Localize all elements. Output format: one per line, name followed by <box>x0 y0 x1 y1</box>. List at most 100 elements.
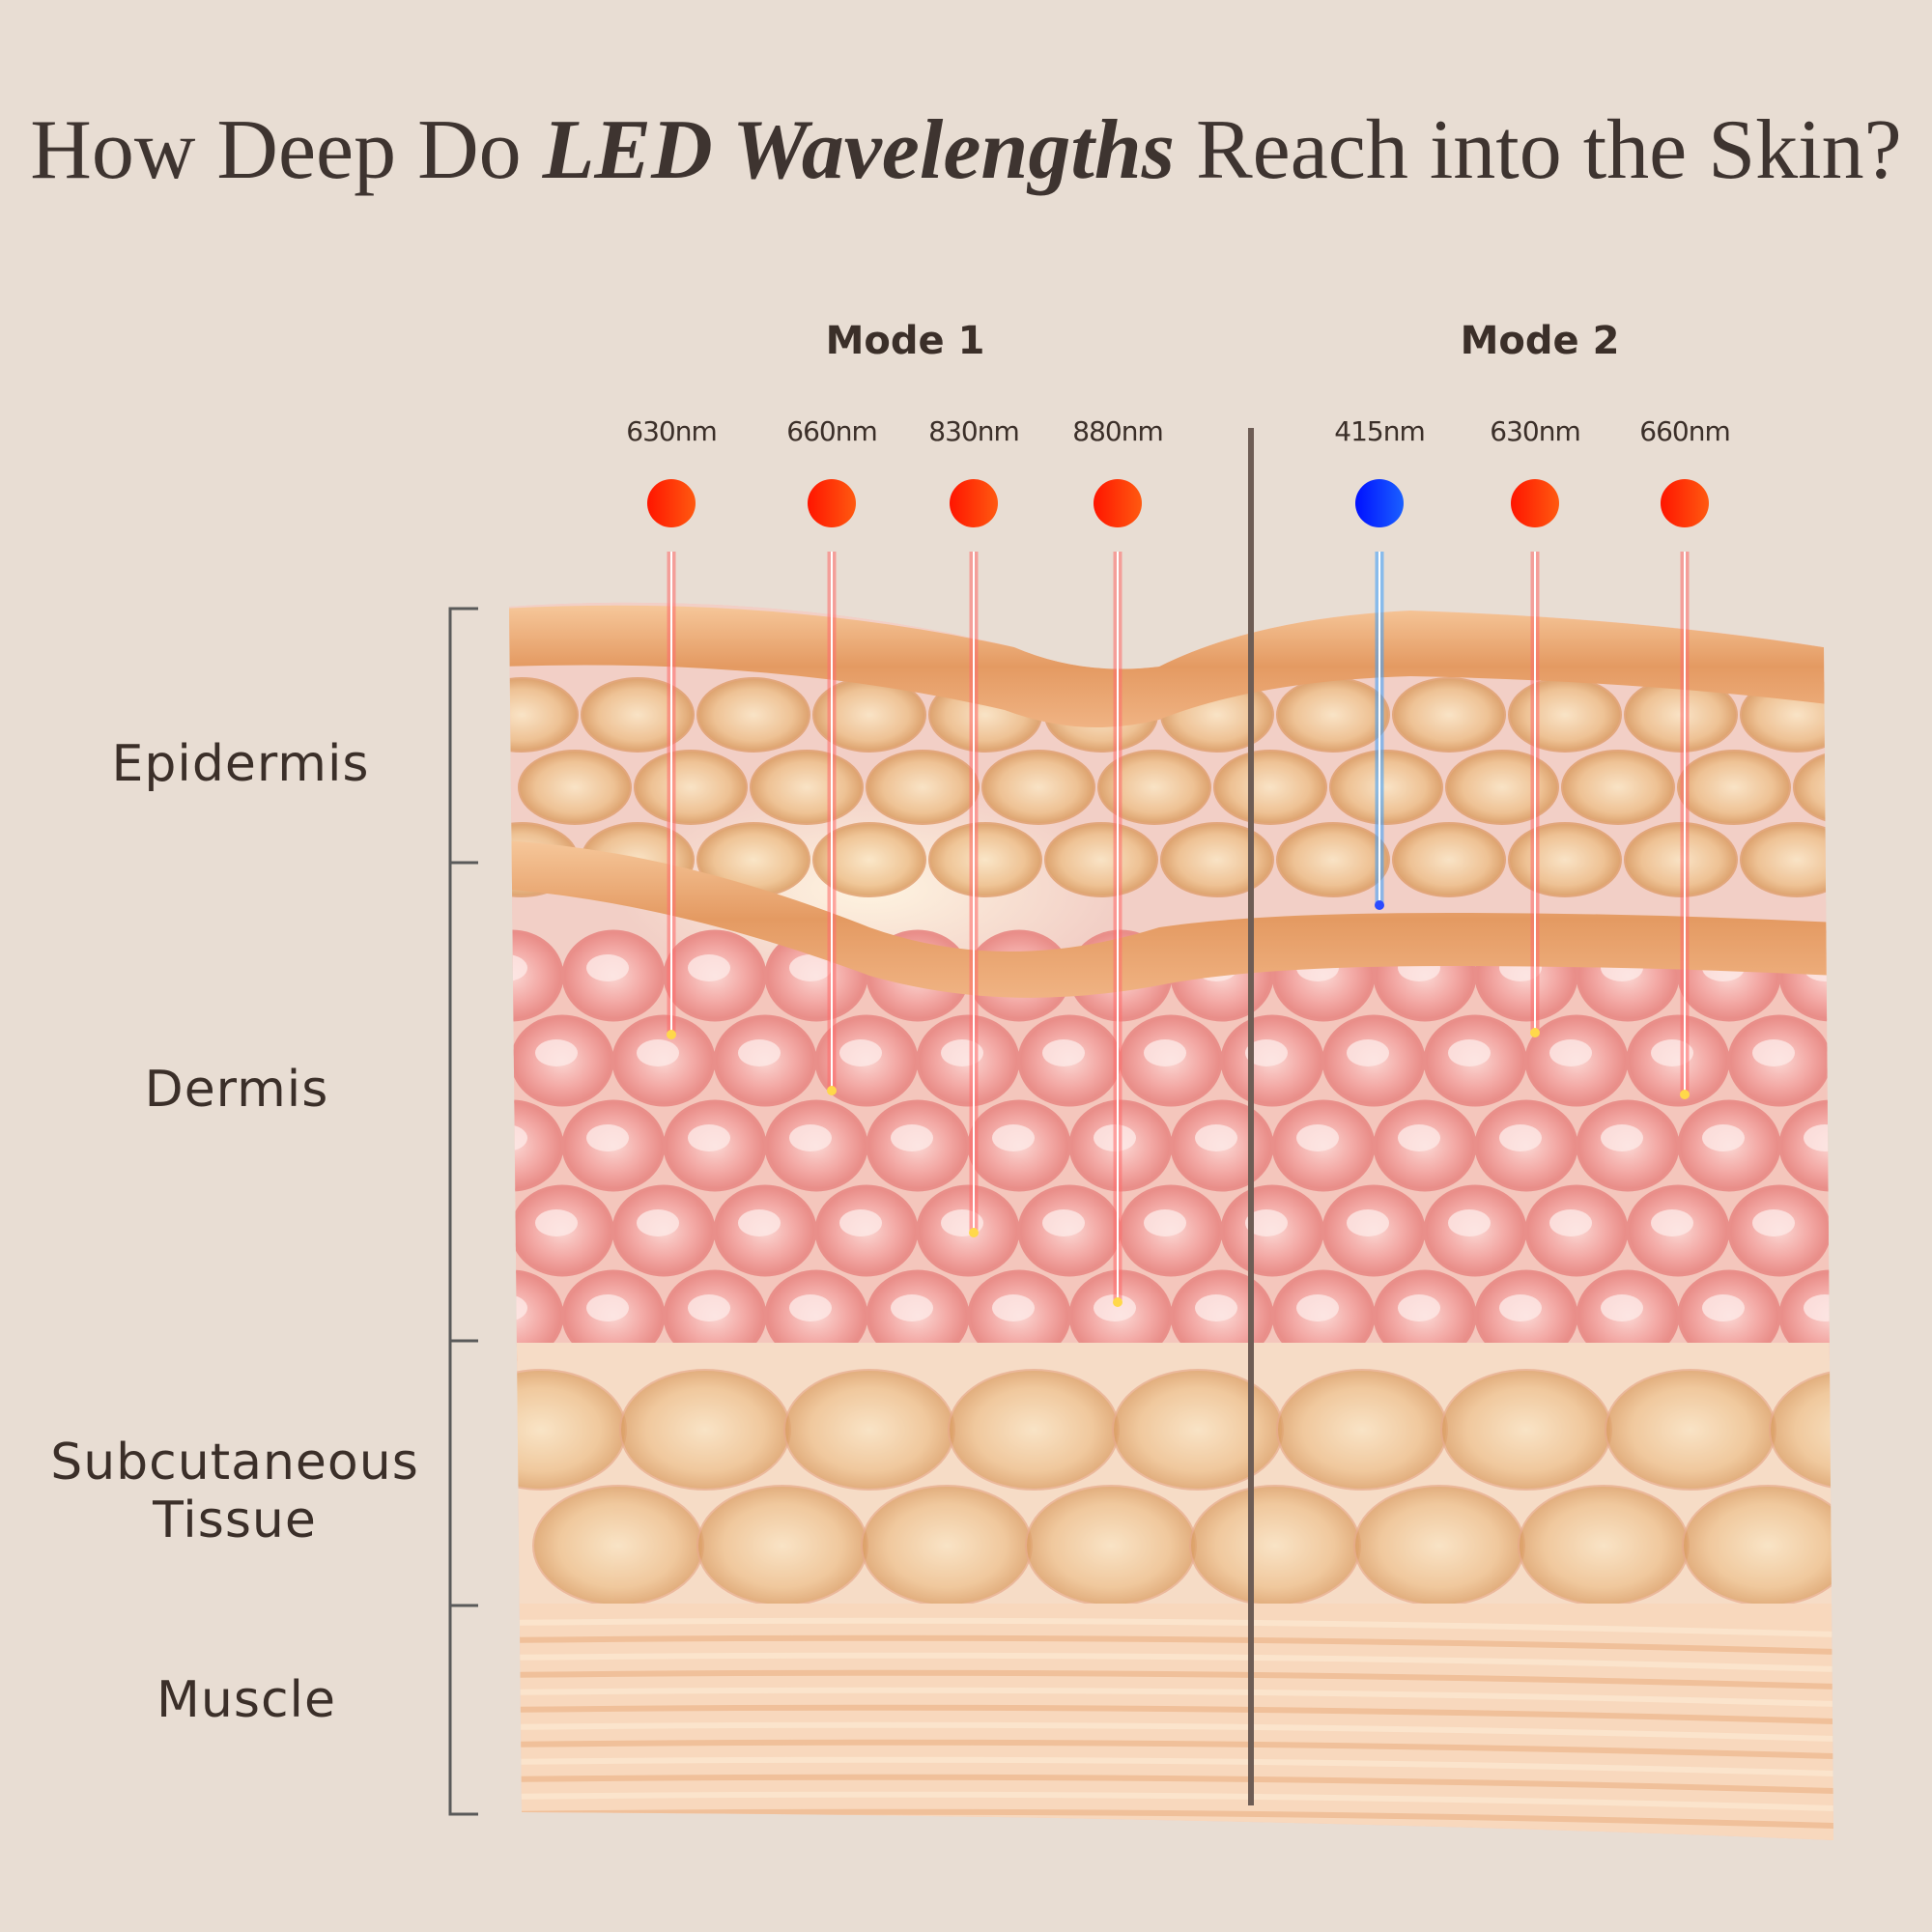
epidermis-cell <box>1677 750 1791 825</box>
cell-highlight <box>637 1039 679 1066</box>
epidermis-cell <box>928 822 1042 897</box>
fat-cell <box>948 1369 1120 1491</box>
blue-led-icon <box>1355 479 1404 527</box>
layer-label-line2: Tissue <box>153 1492 317 1549</box>
cell-highlight <box>1296 1294 1339 1321</box>
cell-highlight <box>1296 1124 1339 1151</box>
mode-2-heading: Mode 2 <box>1460 319 1620 363</box>
cell-highlight <box>637 1209 679 1236</box>
layer-label-line1: Subcutaneous <box>50 1434 419 1492</box>
fat-cell <box>1353 1485 1525 1606</box>
fat-cell <box>1189 1485 1361 1606</box>
epidermis-cell <box>1392 677 1506 753</box>
epidermis-cell <box>1329 750 1443 825</box>
penetration-point <box>1530 1028 1540 1037</box>
red-led-icon <box>1094 479 1142 527</box>
epidermis-cell <box>1276 677 1390 753</box>
epidermis-cell <box>1508 822 1622 897</box>
cell-highlight <box>535 1039 578 1066</box>
wavelength-label: 660nm <box>786 415 877 447</box>
epidermis-cell <box>1445 750 1559 825</box>
cell-highlight <box>1448 1209 1491 1236</box>
red-led-icon <box>647 479 696 527</box>
fat-cell <box>1769 1369 1833 1491</box>
wavelength-label: 880nm <box>1072 415 1163 447</box>
muscle-fiber <box>509 1756 1833 1776</box>
cell-highlight <box>891 1124 933 1151</box>
title-suffix: Reach into the Skin? <box>1174 103 1902 197</box>
muscle-fiber <box>509 1739 1833 1759</box>
epidermis-cell <box>1561 750 1675 825</box>
fat-cell <box>619 1369 791 1491</box>
epidermis-cell <box>1793 750 1833 825</box>
cell-highlight <box>1854 1039 1896 1066</box>
epidermis-cell <box>1160 822 1274 897</box>
cell-highlight <box>1549 1039 1592 1066</box>
cell-highlight <box>1499 1124 1542 1151</box>
muscle-fiber <box>509 1808 1833 1829</box>
penetration-point <box>1680 1090 1690 1099</box>
cell-highlight <box>1651 1209 1693 1236</box>
cell-highlight <box>839 1039 882 1066</box>
epidermis-cell <box>1508 677 1622 753</box>
cell-highlight <box>1042 1039 1085 1066</box>
title-emphasis: LED Wavelengths <box>542 103 1175 197</box>
epidermis-cell <box>1276 822 1390 897</box>
penetration-point <box>969 1228 979 1237</box>
red-led-icon <box>950 479 998 527</box>
cell-highlight <box>891 1294 933 1321</box>
penetration-point <box>667 1030 676 1039</box>
layer-label-dermis: Dermis <box>144 1061 329 1119</box>
cell-highlight <box>1601 1294 1643 1321</box>
epidermis-cell <box>509 677 579 753</box>
cell-highlight <box>738 1039 781 1066</box>
cell-highlight <box>839 1209 882 1236</box>
wavelength-label: 630nm <box>1490 415 1580 447</box>
muscle-fiber <box>509 1687 1833 1707</box>
cell-highlight <box>1347 1039 1389 1066</box>
cell-highlight <box>1042 1209 1085 1236</box>
fat-cell <box>1025 1485 1197 1606</box>
muscle-fibers <box>509 1617 1833 1829</box>
dermis-cells <box>509 929 1896 1362</box>
dermis-cell <box>509 929 564 1022</box>
fat-cell <box>532 1485 704 1606</box>
cell-highlight <box>1549 1209 1592 1236</box>
fat-cell <box>1847 1486 1932 1605</box>
muscle-fiber <box>509 1669 1833 1690</box>
fat-cell <box>1605 1369 1776 1491</box>
layer-bracket <box>448 607 478 1816</box>
cell-highlight <box>1144 1039 1186 1066</box>
red-led-icon <box>808 479 856 527</box>
fat-cell <box>1440 1369 1612 1491</box>
cell-highlight <box>789 1124 832 1151</box>
cell-highlight <box>509 954 527 981</box>
cell-highlight <box>688 1124 730 1151</box>
wavelength-label: 630nm <box>626 415 717 447</box>
cell-highlight <box>1195 1124 1237 1151</box>
cell-highlight <box>1448 1039 1491 1066</box>
cell-highlight <box>1398 1294 1440 1321</box>
fat-cell <box>1682 1485 1833 1606</box>
cell-highlight <box>1144 1209 1186 1236</box>
fat-cell <box>509 1369 627 1491</box>
wavelength-label: 660nm <box>1639 415 1730 447</box>
epidermis-cell <box>866 750 980 825</box>
red-led-icon <box>1511 479 1559 527</box>
muscle-fiber <box>509 1791 1833 1811</box>
cell-highlight <box>688 954 730 981</box>
epidermis-cell <box>1392 822 1506 897</box>
cell-highlight <box>586 954 629 981</box>
red-led-icon <box>1661 479 1709 527</box>
epidermis-cell <box>581 677 695 753</box>
epidermis-cell <box>1213 750 1327 825</box>
epidermis-cell <box>1044 822 1158 897</box>
mode-1-heading: Mode 1 <box>825 319 985 363</box>
cell-highlight <box>1752 1039 1795 1066</box>
cell-highlight <box>535 1209 578 1236</box>
epidermis-cell <box>518 750 632 825</box>
cell-highlight <box>1804 1294 1833 1321</box>
cell-highlight <box>1804 1124 1833 1151</box>
penetration-point <box>1375 900 1384 910</box>
